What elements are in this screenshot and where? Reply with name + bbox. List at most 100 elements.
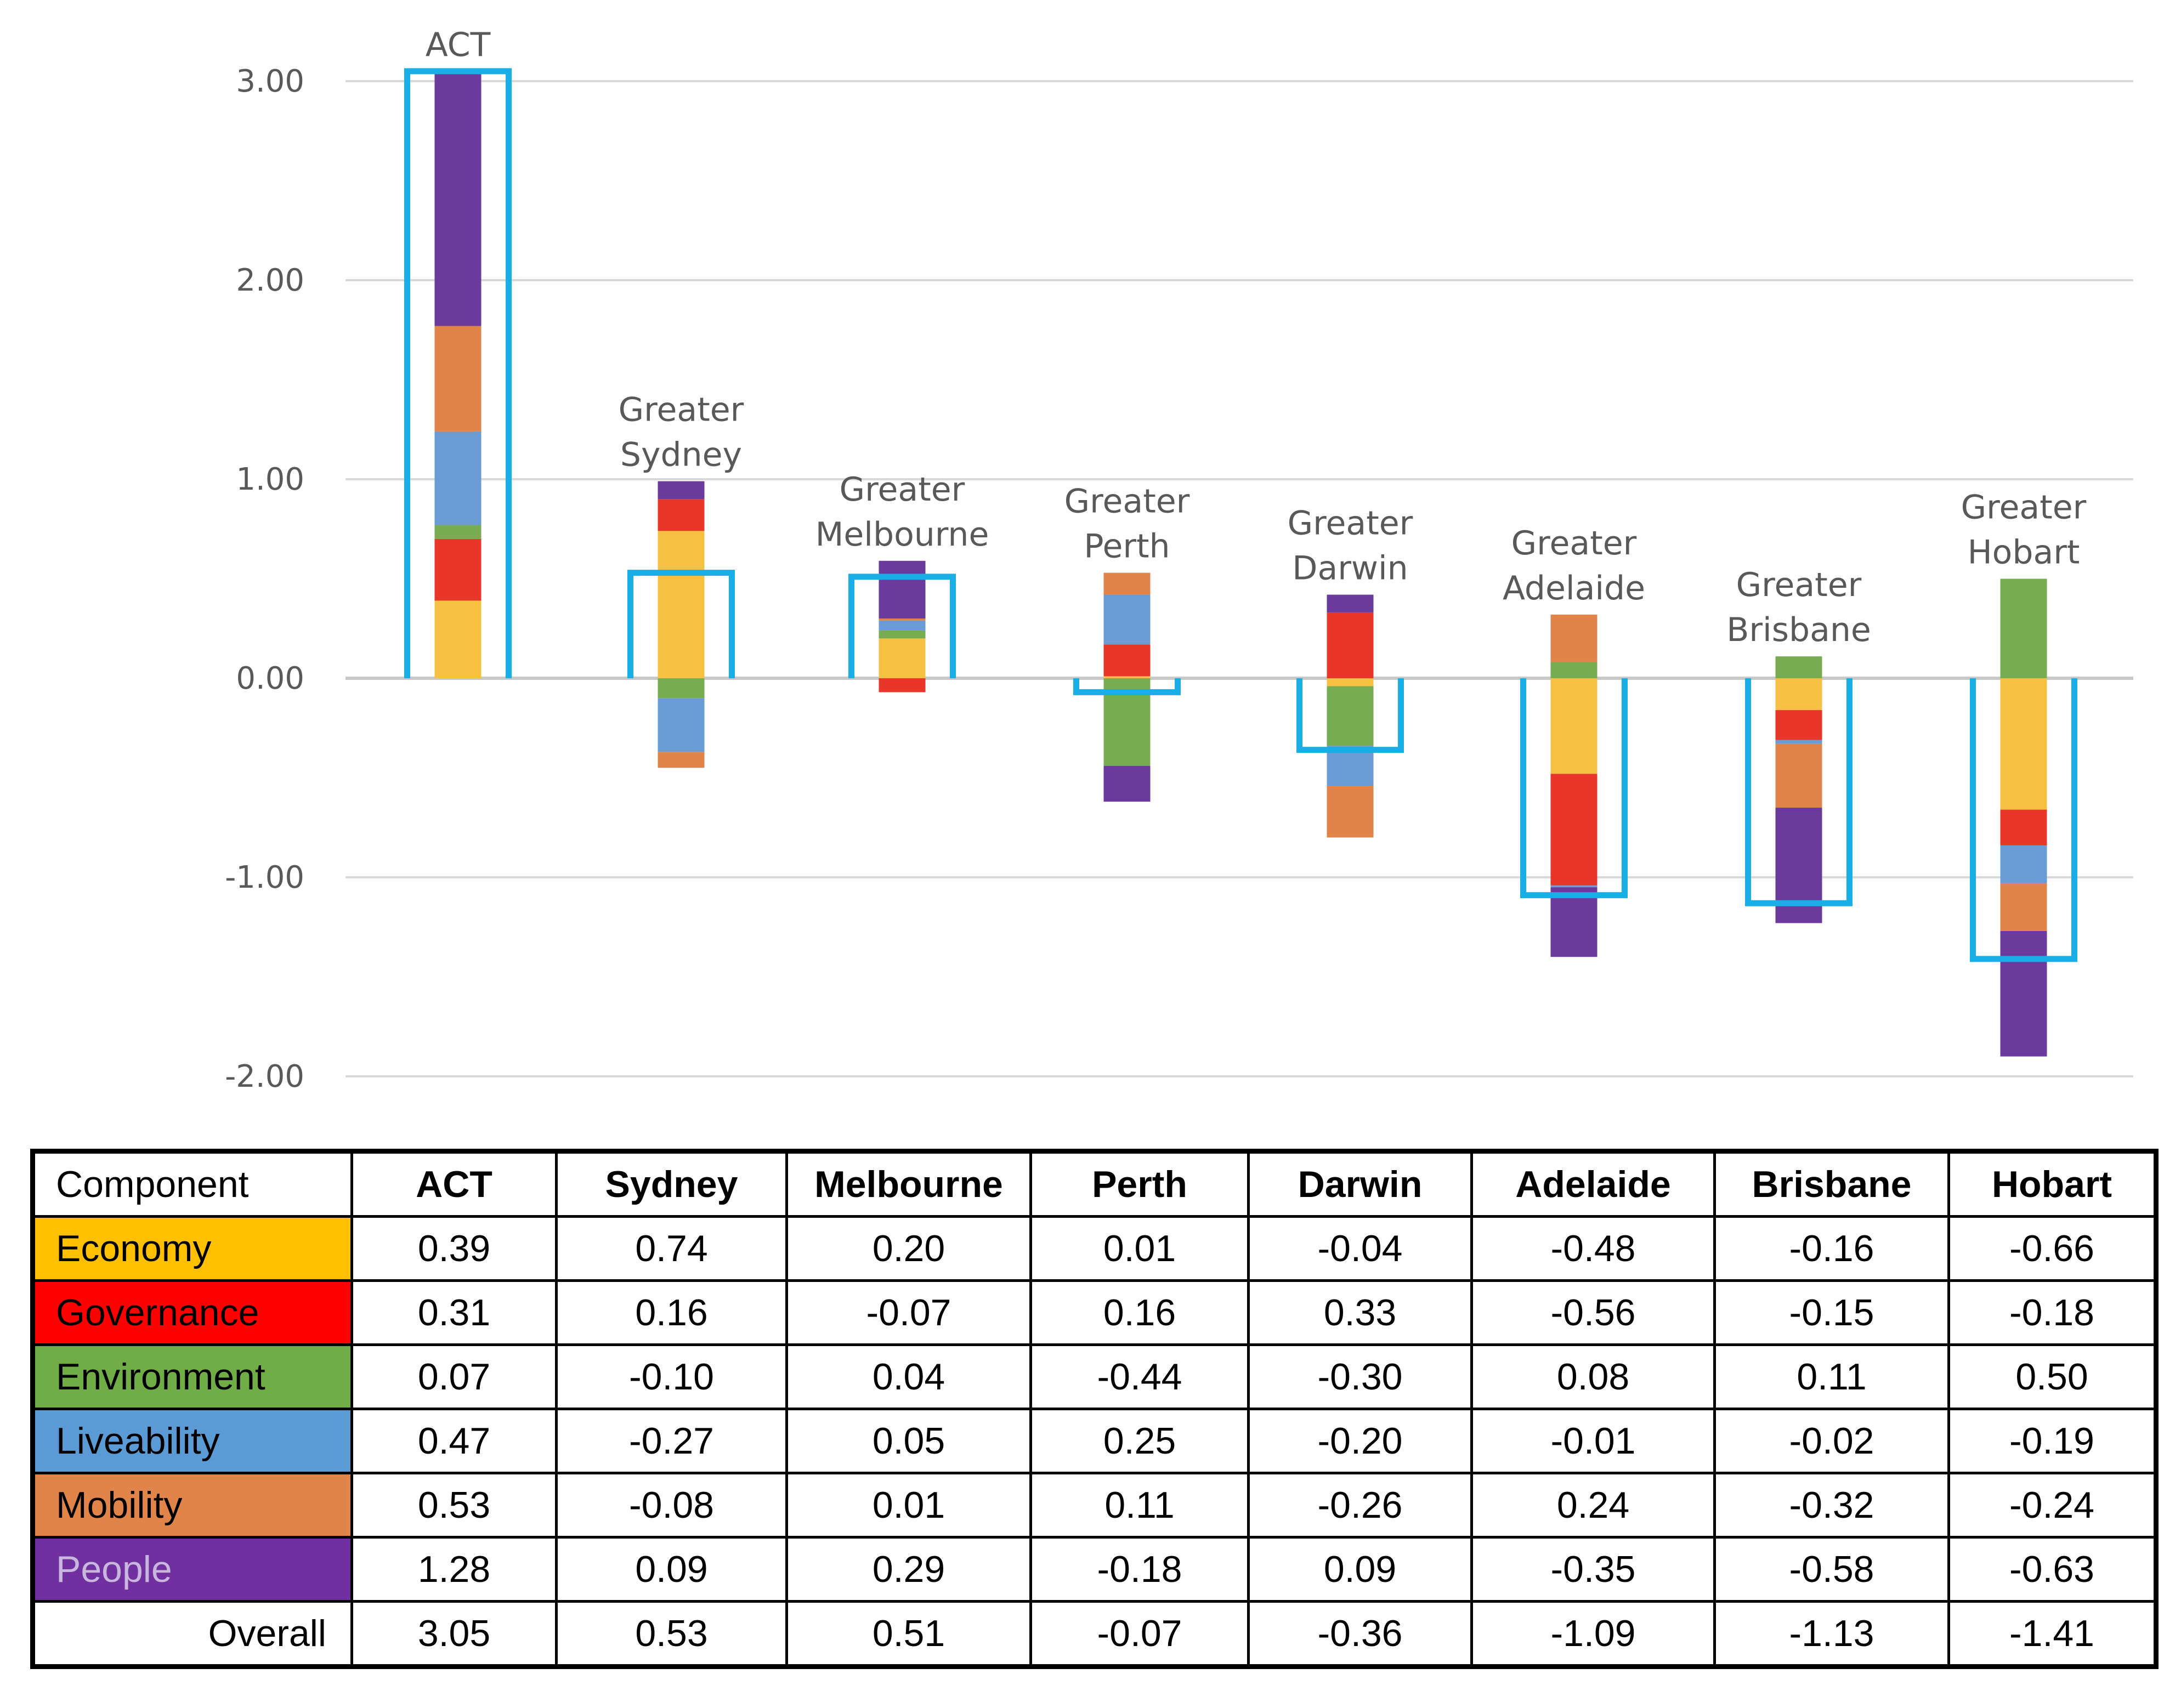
bar-segment-mobility [1327, 786, 1374, 838]
table-cell: 0.11 [1029, 1472, 1250, 1539]
table-cell: 0.25 [1029, 1408, 1250, 1474]
bar-segment-people [2000, 931, 2047, 1057]
table-cell: -0.16 [1713, 1215, 1950, 1282]
bar-segment-governance [1550, 774, 1597, 886]
table-cell: -1.41 [1947, 1600, 2157, 1668]
table-cell: -0.10 [555, 1343, 788, 1410]
bar-segment-liveability [2000, 845, 2047, 883]
bar-segment-environment [1327, 686, 1374, 746]
table-header-row: Component ACT Sydney Melbourne Perth Dar… [31, 1150, 2157, 1218]
table-cell: 0.16 [555, 1279, 788, 1346]
table-cell: -0.58 [1713, 1536, 1950, 1603]
category-label: Hobart [1968, 534, 2080, 572]
bar-segment-people [879, 560, 926, 619]
table-cell: -1.09 [1470, 1600, 1716, 1668]
table-cell: -0.02 [1713, 1408, 1950, 1474]
y-tick-label: 1.00 [236, 462, 304, 497]
table-cell: 0.05 [785, 1408, 1032, 1474]
bar-segment-people [1550, 887, 1597, 957]
header-darwin: Darwin [1247, 1150, 1473, 1218]
table-cell: -0.18 [1029, 1536, 1250, 1603]
bar-segment-mobility [2000, 883, 2047, 932]
table-cell: -0.20 [1247, 1408, 1473, 1474]
bar-segment-liveability [1103, 594, 1151, 645]
chart-area: 3.00 2.00 1.00 0.00 -1.00 -2.00 ACT Greater Sydn… [225, 26, 2133, 1094]
table-cell: 0.24 [1470, 1472, 1716, 1539]
header-perth: Perth [1029, 1150, 1250, 1218]
bar-segment-governance [1775, 710, 1822, 740]
category-label: Sydney [620, 436, 742, 474]
table-cell: -0.15 [1713, 1279, 1950, 1346]
component-table: Component ACT Sydney Melbourne Perth Dar… [30, 1149, 2159, 1669]
bar-segment-governance [2000, 809, 2047, 846]
bar-segment-mobility [879, 618, 926, 621]
header-act: ACT [350, 1150, 558, 1218]
bar-segment-environment [1775, 656, 1822, 678]
bar-segment-economy [879, 638, 926, 678]
bar-segment-governance [434, 538, 481, 601]
table-cell: -0.32 [1713, 1472, 1950, 1539]
table-cell: -0.66 [1947, 1215, 2157, 1282]
table-row: Economy 0.39 0.74 0.20 0.01 -0.04 -0.48 -0.16 -0… [31, 1215, 2157, 1282]
category-label: Melbourne [815, 515, 989, 554]
table-cell: 0.51 [785, 1600, 1032, 1668]
category-label: Perth [1084, 527, 1170, 566]
category-label: Greater [1288, 504, 1413, 543]
table-cell: 0.53 [350, 1472, 558, 1539]
bar-segment-people [658, 481, 705, 500]
category-label: Greater [1511, 524, 1637, 563]
table-cell: 0.39 [350, 1215, 558, 1282]
table-cell: -0.44 [1029, 1343, 1250, 1410]
y-tick-label: -2.00 [225, 1059, 304, 1094]
bar-segment-economy [2000, 678, 2047, 810]
bar-segment-environment [658, 678, 705, 699]
overall-box [848, 574, 956, 678]
bar-segment-economy [1327, 678, 1374, 686]
category-label: Brisbane [1726, 611, 1871, 649]
category-label: Greater [1736, 566, 1862, 604]
bar-segment-people [1327, 594, 1374, 613]
row-label-overall: Overall [31, 1600, 353, 1668]
y-tick-label: 0.00 [236, 661, 304, 696]
category-label: Greater [1961, 489, 2087, 527]
bar-segment-governance [658, 499, 705, 531]
table-cell: 0.07 [350, 1343, 558, 1410]
overall-box [1970, 678, 2077, 962]
table-cell: -0.56 [1470, 1279, 1716, 1346]
table-cell: -0.07 [785, 1279, 1032, 1346]
bar-segment-economy [658, 531, 705, 678]
table-cell: 0.33 [1247, 1279, 1473, 1346]
stacked-bar-chart: 3.00 2.00 1.00 0.00 -1.00 -2.00 ACT Greater Sydn… [225, 26, 2133, 1094]
table-row: Mobility 0.53 -0.08 0.01 0.11 -0.26 0.24 -0.32-… [31, 1472, 2157, 1539]
table-cell: 0.47 [350, 1408, 558, 1474]
table-cell: -0.04 [1247, 1215, 1473, 1282]
table-cell: 0.29 [785, 1536, 1032, 1603]
overall-box [1296, 678, 1404, 753]
bar-segment-mobility [1775, 744, 1822, 808]
table-cell: -0.19 [1947, 1408, 2157, 1474]
table-cell: -0.01 [1470, 1408, 1716, 1474]
header-hobart: Hobart [1947, 1150, 2157, 1218]
overall-box [1745, 678, 1853, 906]
table-cell: 1.28 [350, 1536, 558, 1603]
header-melbourne: Melbourne [785, 1150, 1032, 1218]
y-tick-label: 3.00 [236, 64, 304, 99]
table-cell: -0.18 [1947, 1279, 2157, 1346]
table-body: Economy 0.39 0.74 0.20 0.01 -0.04 -0.48 -0.16 -0… [31, 1215, 2157, 1668]
overall-box [1073, 678, 1181, 695]
table-cell: -0.07 [1029, 1600, 1250, 1668]
bar-segment-mobility [1550, 614, 1597, 662]
table-cell: -1.13 [1713, 1600, 1950, 1668]
category-label: Adelaide [1503, 569, 1645, 608]
bar-segment-environment [2000, 578, 2047, 678]
table-cell: 3.05 [350, 1600, 558, 1668]
bar-segment-environment [879, 630, 926, 639]
bar-segment-governance [1103, 644, 1151, 677]
bar-segment-mobility [1103, 572, 1151, 595]
table-cell: 0.08 [1470, 1343, 1716, 1410]
table-cell: 0.31 [350, 1279, 558, 1346]
category-label: Darwin [1292, 549, 1408, 588]
table-cell: 0.09 [555, 1536, 788, 1603]
row-label-environment: Environment [31, 1343, 353, 1410]
row-label-people: People [31, 1536, 353, 1603]
